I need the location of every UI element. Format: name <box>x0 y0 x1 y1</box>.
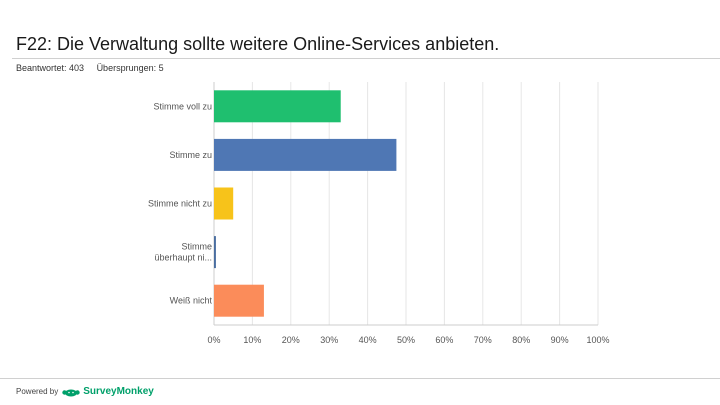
footer-divider <box>0 378 720 379</box>
title-divider <box>12 58 720 59</box>
category-label: Stimme nicht zu <box>148 199 212 209</box>
category-label: Stimme überhaupt ni... <box>154 242 212 263</box>
footer: Powered by SurveyMonkey <box>16 386 154 397</box>
category-label: Stimme voll zu <box>153 101 212 111</box>
category-label: Stimme zu <box>169 150 212 160</box>
bar[interactable] <box>214 236 216 269</box>
x-tick-label: 90% <box>551 335 569 345</box>
x-tick-label: 0% <box>207 335 220 345</box>
bar[interactable] <box>214 138 397 171</box>
x-tick-label: 100% <box>586 335 609 345</box>
bar[interactable] <box>214 284 264 317</box>
bar[interactable] <box>214 90 341 123</box>
x-tick-label: 70% <box>474 335 492 345</box>
x-tick-label: 50% <box>397 335 415 345</box>
answered-count: Beantwortet: 403 <box>16 63 85 73</box>
x-tick-label: 40% <box>359 335 377 345</box>
bar[interactable] <box>214 187 234 220</box>
page-title: F22: Die Verwaltung sollte weitere Onlin… <box>16 34 500 54</box>
bar-chart: 0% 10% 20% 30% 40% 50% 60% 70% 80% 90% 100% Stimme … <box>148 82 610 345</box>
surveymonkey-brand: SurveyMonkey <box>83 386 154 397</box>
surveymonkey-logo[interactable]: SurveyMonkey <box>62 386 154 397</box>
x-tick-label: 20% <box>282 335 300 345</box>
x-tick-label: 30% <box>320 335 338 345</box>
skipped-count: Übersprungen: 5 <box>96 63 164 73</box>
category-label: Weiß nicht <box>170 296 213 306</box>
x-tick-label: 80% <box>512 335 530 345</box>
x-tick-label: 10% <box>243 335 261 345</box>
response-stats: Beantwortet: 403 Übersprungen: 5 <box>16 63 174 73</box>
x-tick-label: 60% <box>435 335 453 345</box>
surveymonkey-icon <box>62 389 80 396</box>
powered-by-text: Powered by <box>16 387 59 396</box>
